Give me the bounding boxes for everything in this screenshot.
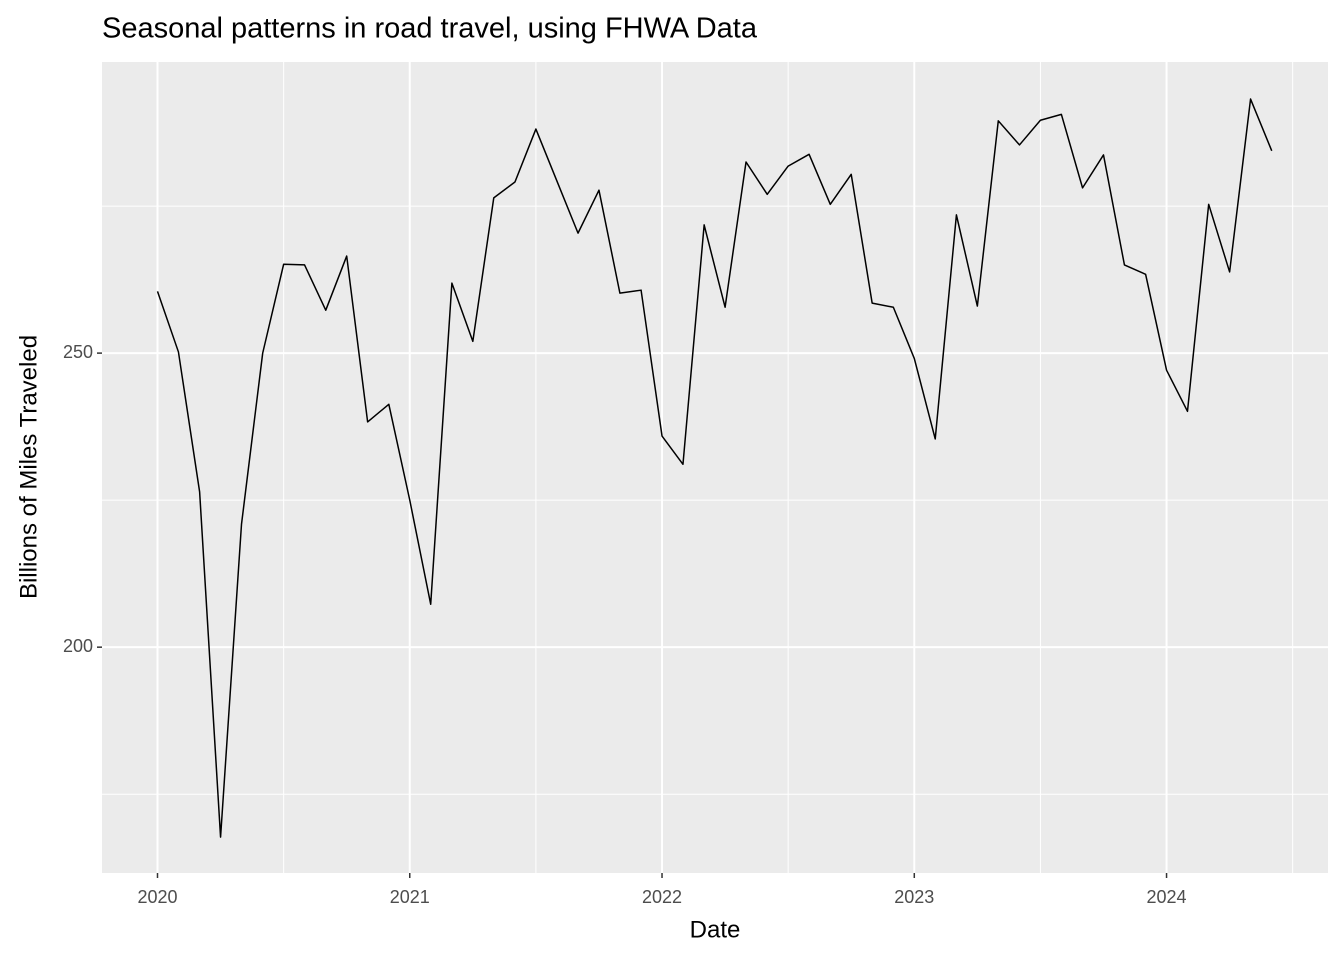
y-tick-label: 200 bbox=[63, 636, 93, 656]
panel-background bbox=[102, 62, 1328, 873]
y-axis-label: Billions of Miles Traveled bbox=[15, 335, 42, 599]
x-tick-label: 2024 bbox=[1147, 887, 1187, 907]
line bbox=[156, 98, 1273, 838]
x-tick-label: 2022 bbox=[642, 887, 682, 907]
chart-title: Seasonal patterns in road travel, using … bbox=[102, 13, 758, 45]
x-tick-label: 2023 bbox=[894, 887, 934, 907]
x-tick-label: 2020 bbox=[137, 887, 177, 907]
x-tick-label: 2021 bbox=[390, 887, 430, 907]
y-tick-label: 250 bbox=[63, 342, 93, 362]
x-axis-label: Date bbox=[690, 916, 741, 943]
